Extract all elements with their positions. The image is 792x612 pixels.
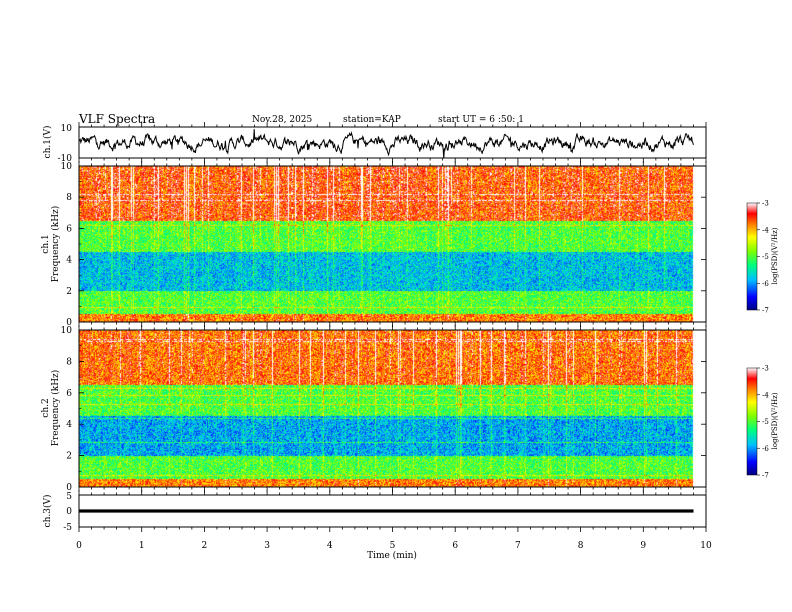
colorbar-tick-label: -6 — [762, 445, 769, 453]
ch3-ytick-top: 5 — [66, 492, 72, 502]
ch3-waveform-trace — [79, 509, 694, 513]
ch2-colorbar-ticks: -3 -4 -5 -6 -7 — [757, 365, 769, 480]
ch1-spectrogram-image-holder — [79, 166, 706, 322]
ch1-colorbar-label: log(PSD)(V²/Hz) — [771, 227, 779, 284]
y-tick-label: 10 — [61, 162, 73, 172]
station-label: station=KAP — [343, 115, 401, 125]
x-tick-label: 7 — [515, 541, 521, 551]
y-tick-label: 4 — [66, 256, 72, 266]
y-tick-label: 8 — [66, 357, 72, 367]
ch1-waveform-ylabel: ch.1(V) — [42, 126, 53, 159]
x-axis-label: Time (min) — [367, 550, 417, 561]
colorbar-tick-label: -5 — [762, 253, 769, 261]
colorbar-tick-label: -4 — [762, 391, 769, 399]
ch2-colorbar — [746, 367, 758, 476]
y-tick-label: 6 — [66, 389, 72, 399]
colorbar-tick-label: -5 — [762, 418, 769, 426]
ch3-ytick-bottom: -5 — [63, 523, 72, 533]
colorbar-tick-label: -3 — [762, 365, 769, 373]
date-label: Nov.28, 2025 — [252, 115, 313, 125]
y-tick-label: 8 — [66, 193, 72, 203]
x-tick-label: 8 — [578, 541, 584, 551]
ch3-waveform-ylabel: ch.3(V) — [42, 495, 53, 528]
colorbar-tick-label: -3 — [762, 200, 769, 208]
x-tick-label: 10 — [700, 541, 712, 551]
ch3-waveform-panel: 5 0 -5 ch.3(V) — [42, 490, 707, 533]
ch3-ytick-mid: 0 — [66, 507, 72, 517]
x-tick-label: 1 — [139, 541, 145, 551]
colorbar-tick-label: -6 — [762, 280, 769, 288]
y-tick-label: 0 — [66, 318, 72, 328]
ch2-spectrogram-image — [79, 330, 706, 487]
ch2-spectrogram-ylabel-channel: ch.2 — [41, 398, 51, 417]
y-tick-label: 2 — [66, 287, 72, 297]
ch3-waveform-ticks — [78, 490, 707, 532]
ch1-waveform-panel: 10 -10 ch.1(V) — [42, 122, 707, 164]
ch1-spectrogram-ylabel-frequency: Frequency (kHz) — [50, 206, 61, 283]
ch2-colorbar-label: log(PSD)(V²/Hz) — [771, 392, 779, 449]
ch1-waveform-ticks — [78, 122, 707, 163]
y-tick-label: 2 — [66, 452, 72, 462]
colorbar-tick-label: -4 — [762, 226, 769, 234]
x-axis-tick-labels: 0 1 2 3 4 5 6 7 8 9 10 — [76, 541, 712, 551]
ch1-waveform-frame — [78, 126, 707, 159]
y-tick-label: 4 — [66, 420, 72, 430]
x-tick-label: 0 — [76, 541, 82, 551]
ch1-spectrogram-yticks: 0 2 4 6 8 10 — [61, 162, 706, 328]
ch1-spectrogram-ylabel-channel: ch.1 — [41, 234, 51, 253]
x-tick-label: 4 — [327, 541, 333, 551]
ch2-spectrogram-yticks: 0 2 4 6 8 10 — [61, 326, 706, 493]
y-tick-label: 0 — [66, 483, 72, 493]
ch1-ytick-bottom: -10 — [58, 154, 73, 164]
ch2-spectrogram-image-holder — [79, 330, 706, 487]
x-tick-label: 5 — [390, 541, 396, 551]
colorbar-tick-label: -7 — [762, 307, 769, 315]
ch1-colorbar — [746, 202, 758, 311]
x-tick-label: 3 — [264, 541, 270, 551]
ch1-ytick-top: 10 — [61, 124, 73, 134]
figure-title: VLF Spectra — [78, 112, 155, 126]
x-tick-label: 6 — [452, 541, 458, 551]
ch2-spectrogram-ylabel-frequency: Frequency (kHz) — [50, 370, 61, 447]
x-tick-label: 9 — [640, 541, 646, 551]
ch1-colorbar-ticks: -3 -4 -5 -6 -7 — [757, 200, 769, 315]
x-tick-label: 2 — [202, 541, 208, 551]
colorbar-tick-label: -7 — [762, 472, 769, 480]
y-tick-label: 10 — [61, 326, 73, 336]
y-tick-label: 6 — [66, 224, 72, 234]
ch1-spectrogram-image — [79, 166, 706, 322]
ch2-spectrogram-xticks — [78, 325, 707, 492]
ch1-waveform-trace — [79, 129, 694, 158]
start-time-label: start UT = 6 :50: 1 — [438, 115, 524, 125]
ch1-spectrogram-xticks — [78, 161, 707, 327]
